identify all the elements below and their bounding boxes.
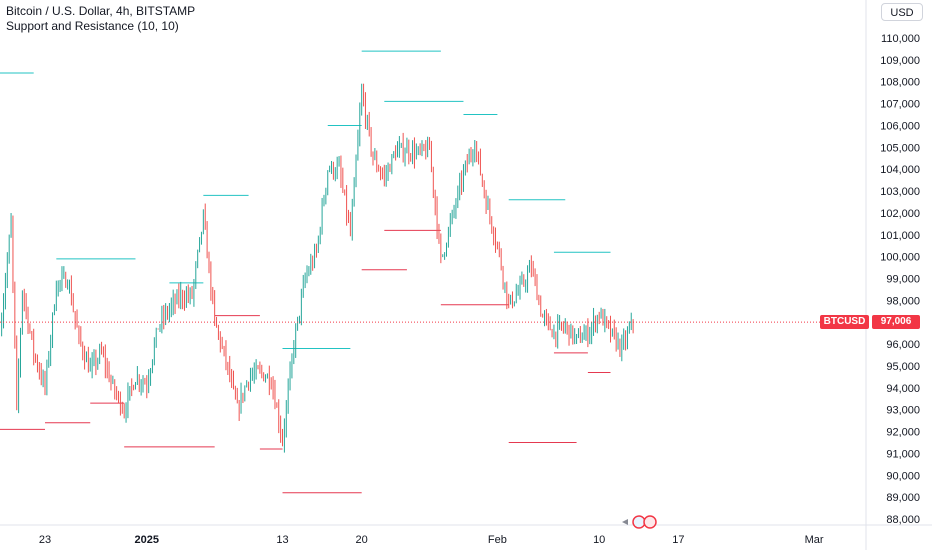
- price-tick-label: 106,000: [880, 120, 920, 132]
- events-icon[interactable]: [622, 515, 657, 529]
- candles: [1, 83, 634, 453]
- time-axis[interactable]: 23 2025 13 20 Feb 10 17 Mar: [39, 534, 824, 546]
- price-tick-label: 102,000: [880, 208, 920, 220]
- price-tick-label: 104,000: [880, 164, 920, 176]
- indicator-title[interactable]: Support and Resistance (10, 10): [6, 19, 179, 33]
- time-tick-label: 20: [356, 534, 368, 546]
- price-tick-label: 96,000: [886, 339, 920, 351]
- time-tick-label: 23: [39, 534, 51, 546]
- currency-button[interactable]: USD: [881, 3, 923, 21]
- symbol-title[interactable]: Bitcoin / U.S. Dollar, 4h, BITSTAMP: [6, 4, 196, 18]
- price-tick-label: 100,000: [880, 252, 920, 264]
- price-tick-label: 98,000: [886, 295, 920, 307]
- earnings-icon: [643, 515, 657, 529]
- support-resistance-lines: [0, 50, 611, 494]
- price-tick-label: 89,000: [886, 492, 920, 504]
- price-tick-label: 91,000: [886, 448, 920, 460]
- time-tick-label: 2025: [135, 534, 159, 546]
- price-tick-label: 107,000: [880, 99, 920, 111]
- price-tick-label: 103,000: [880, 186, 920, 198]
- arrow-marker-icon: [622, 519, 628, 525]
- time-tick-label: 13: [276, 534, 288, 546]
- price-axis[interactable]: 88,000 89,000 90,000 91,000 92,000 93,000 94,0…: [880, 33, 920, 526]
- price-tick-label: 88,000: [886, 514, 920, 526]
- price-tick-label: 90,000: [886, 470, 920, 482]
- time-tick-label: 10: [593, 534, 605, 546]
- price-tick-label: 94,000: [886, 383, 920, 395]
- price-tick-label: 101,000: [880, 230, 920, 242]
- time-tick-label: Feb: [488, 534, 507, 546]
- flag-icon: [632, 515, 646, 529]
- chart-legend: Bitcoin / U.S. Dollar, 4h, BITSTAMP Supp…: [6, 4, 195, 34]
- price-tick-label: 99,000: [886, 274, 920, 286]
- symbol-badge: BTCUSD: [820, 315, 869, 330]
- price-tick-label: 93,000: [886, 405, 920, 417]
- last-price-badge: 97,006: [872, 315, 920, 330]
- time-tick-label: 17: [672, 534, 684, 546]
- price-tick-label: 109,000: [880, 55, 920, 67]
- time-tick-label: Mar: [805, 534, 824, 546]
- price-tick-label: 108,000: [880, 77, 920, 89]
- price-tick-label: 95,000: [886, 361, 920, 373]
- price-tick-label: 92,000: [886, 427, 920, 439]
- price-tick-label: 110,000: [881, 33, 920, 45]
- price-tick-label: 105,000: [880, 142, 920, 154]
